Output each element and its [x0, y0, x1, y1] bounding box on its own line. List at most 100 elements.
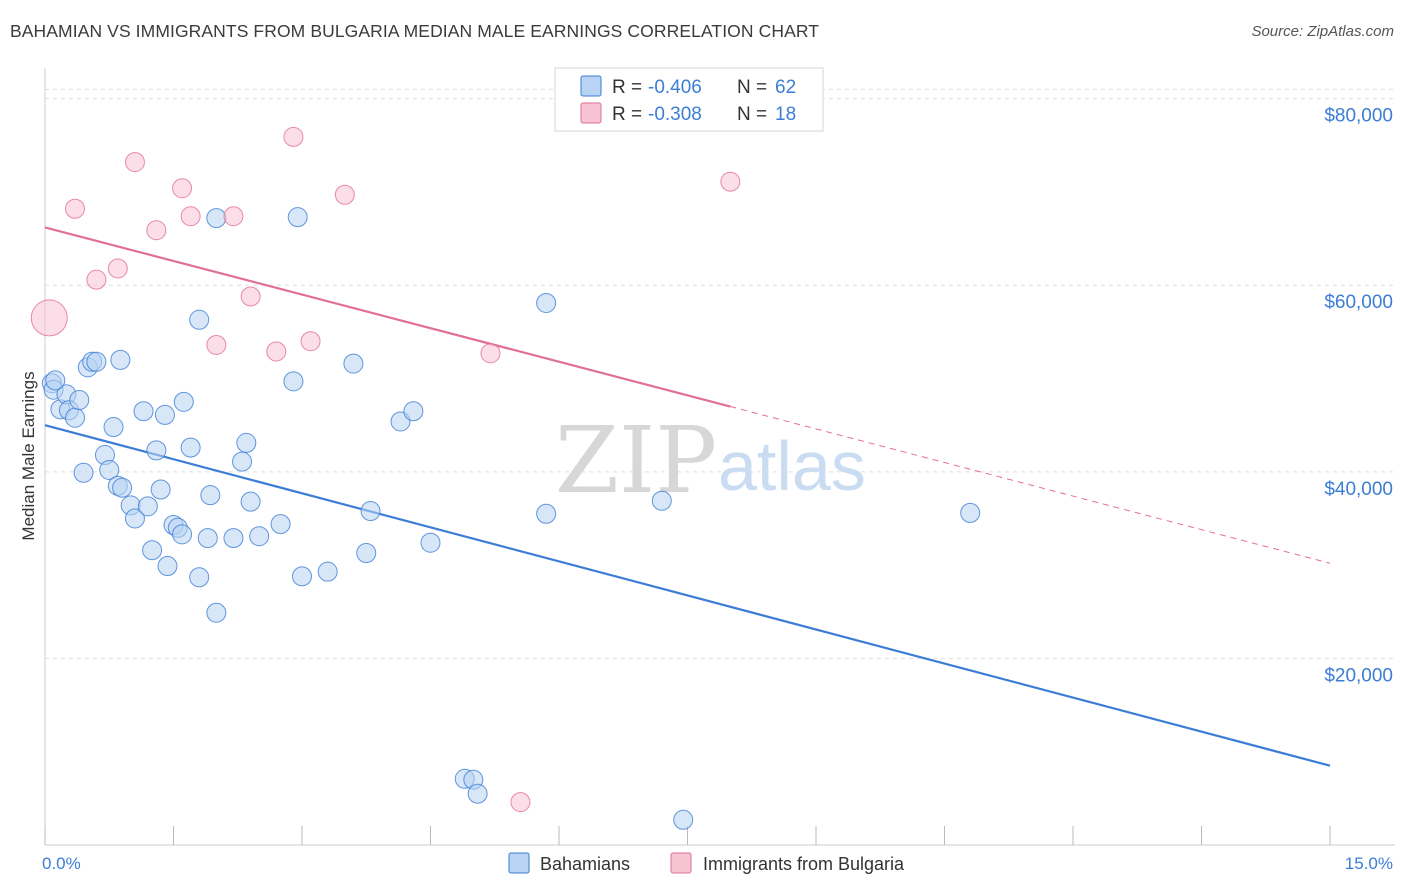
point-bahamians-59 — [467, 783, 488, 804]
point-bahamians-54 — [536, 503, 557, 524]
y-axis-label: Median Male Earnings — [19, 371, 38, 540]
point-bahamians-41 — [283, 371, 304, 392]
point-bahamians-61 — [45, 370, 66, 391]
point-bahamians-31 — [189, 567, 210, 588]
y-tick-label-3: $80,000 — [1324, 106, 1393, 127]
point-bahamians-45 — [356, 542, 377, 563]
point-bahamians-29 — [173, 391, 194, 412]
x-tick-label-0: 0.0% — [42, 854, 81, 873]
point-bahamians-13 — [103, 417, 124, 438]
top-legend: R = -0.406 N = 62 R = -0.308 N = 18 — [554, 67, 824, 132]
point-bahamians-39 — [249, 526, 270, 547]
legend-swatch-pink — [580, 102, 602, 124]
point-bahamians-56 — [960, 502, 981, 523]
point-bulgaria-13 — [300, 331, 321, 352]
point-bahamians-52 — [287, 207, 308, 228]
point-bahamians-42 — [292, 566, 312, 587]
point-bahamians-53 — [536, 292, 557, 313]
bottom-legend-swatch-pink — [670, 852, 692, 874]
point-bahamians-28 — [172, 524, 193, 545]
point-bulgaria-11 — [266, 341, 287, 362]
point-bahamians-50 — [189, 309, 210, 330]
point-bahamians-49 — [420, 532, 441, 553]
point-bahamians-15 — [112, 477, 133, 498]
point-bahamians-24 — [154, 404, 175, 425]
point-bulgaria-1 — [64, 198, 85, 219]
legend-r-label-1: R = — [612, 77, 642, 98]
legend-n-value-2: 18 — [775, 104, 796, 125]
point-bulgaria-3 — [107, 258, 128, 279]
point-bahamians-21 — [142, 540, 163, 561]
point-bulgaria-4 — [124, 152, 145, 173]
point-bahamians-30 — [180, 437, 201, 458]
point-bahamians-44 — [343, 353, 364, 374]
point-bulgaria-2 — [86, 269, 107, 290]
watermark-zip: ZIP — [555, 407, 717, 514]
point-bahamians-18 — [110, 349, 131, 370]
point-bahamians-35 — [223, 528, 244, 549]
legend-swatch-blue — [580, 75, 602, 97]
watermark-atlas: atlas — [718, 427, 866, 505]
bottom-legend: Bahamians Immigrants from Bulgaria — [508, 852, 905, 874]
legend-r-label-2: R = — [612, 104, 642, 125]
legend-n-label-2: N = — [737, 104, 767, 125]
point-bahamians-10 — [86, 351, 107, 372]
point-bulgaria-12 — [283, 126, 304, 147]
y-tick-label-2: $60,000 — [1324, 292, 1393, 313]
bottom-legend-swatch-blue — [508, 852, 530, 874]
source-label: Source: ZipAtlas.com — [1251, 23, 1394, 40]
bottom-legend-label-pink: Immigrants from Bulgaria — [703, 854, 905, 874]
point-bahamians-32 — [197, 528, 218, 549]
point-bahamians-34 — [206, 602, 227, 623]
point-bahamians-60 — [673, 809, 694, 830]
point-bahamians-23 — [150, 479, 171, 500]
point-bahamians-38 — [240, 491, 261, 512]
point-bulgaria-0 — [30, 299, 68, 337]
legend-r-value-2: -0.308 — [648, 104, 702, 125]
trendline-2 — [730, 406, 1331, 564]
point-bahamians-25 — [157, 556, 178, 577]
point-bahamians-7 — [73, 462, 94, 483]
point-bahamians-6 — [69, 389, 90, 410]
x-tick-label-1: 15.0% — [1345, 854, 1393, 873]
point-bulgaria-10 — [240, 286, 261, 307]
axes — [44, 68, 1395, 846]
point-bahamians-46 — [360, 501, 381, 522]
point-bahamians-43 — [317, 561, 338, 582]
point-bahamians-55 — [651, 490, 672, 511]
point-bulgaria-15 — [480, 343, 501, 364]
legend-n-value-1: 62 — [775, 77, 796, 98]
y-tick-label-1: $40,000 — [1324, 479, 1393, 500]
trendlines — [44, 226, 1331, 767]
point-bulgaria-9 — [223, 206, 244, 227]
point-bulgaria-5 — [146, 220, 167, 241]
legend-n-label-1: N = — [737, 77, 767, 98]
point-bahamians-51 — [206, 208, 227, 229]
bottom-legend-label-blue: Bahamians — [540, 854, 630, 874]
scatter-points — [30, 126, 981, 830]
point-bahamians-40 — [270, 514, 291, 535]
point-bahamians-19 — [133, 401, 154, 422]
point-bahamians-12 — [99, 459, 120, 480]
point-bahamians-37 — [236, 432, 257, 453]
tick-labels: $20,000 $40,000 $60,000 $80,000 0.0% 15.0% — [42, 106, 1393, 873]
trendline-1 — [44, 226, 731, 408]
point-bahamians-48 — [403, 401, 424, 422]
point-bulgaria-7 — [180, 206, 201, 227]
point-bahamians-22 — [146, 440, 167, 461]
point-bulgaria-16 — [510, 792, 531, 813]
point-bulgaria-17 — [720, 171, 741, 192]
point-bahamians-36 — [232, 451, 253, 472]
point-bulgaria-6 — [172, 178, 193, 199]
point-bahamians-20 — [137, 496, 158, 517]
gridlines — [45, 88, 1395, 659]
point-bulgaria-8 — [206, 334, 227, 355]
legend-r-value-1: -0.406 — [648, 77, 702, 98]
point-bahamians-5 — [64, 407, 85, 428]
point-bahamians-17 — [124, 508, 145, 529]
trendline-0 — [44, 424, 1331, 767]
point-bahamians-33 — [200, 485, 221, 506]
chart-title: BAHAMIAN VS IMMIGRANTS FROM BULGARIA MED… — [10, 21, 820, 41]
point-bulgaria-14 — [334, 184, 355, 205]
